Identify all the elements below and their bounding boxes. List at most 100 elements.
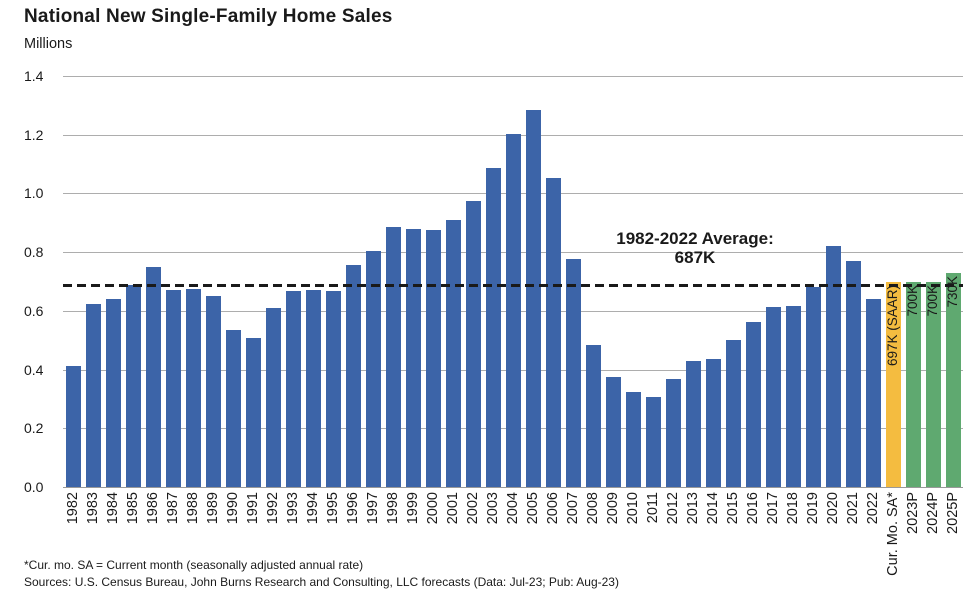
- bar-1984: [105, 299, 121, 487]
- footnote-definition: *Cur. mo. SA = Current month (seasonally…: [24, 558, 364, 572]
- bar-1998: [385, 226, 401, 487]
- bar-2007: [565, 259, 581, 487]
- bar-1994: [305, 290, 321, 487]
- bar-1991: [245, 337, 261, 487]
- bar-2023P: 700K: [905, 281, 921, 487]
- x-axis-label-2005: 2005: [525, 492, 541, 525]
- x-axis-label-1989: 1989: [205, 492, 221, 525]
- y-axis-tick-label-0.8: 0.8: [24, 244, 44, 261]
- x-axis-label-1999: 1999: [405, 492, 421, 525]
- plot-area: 697K (SAAR) 700K 700K 730K 1982-2022 Averag…: [24, 68, 963, 576]
- bar-1987: [165, 290, 181, 487]
- y-axis-tick-label-0.6: 0.6: [24, 302, 44, 319]
- bar-2011: [645, 397, 661, 487]
- bar-1989: [205, 296, 221, 487]
- x-axis-label-1986: 1986: [145, 492, 161, 525]
- x-axis-line: [63, 487, 963, 488]
- bar-slot-2016: [743, 76, 763, 487]
- average-line: [63, 284, 963, 288]
- bar-slot-2019: [803, 76, 823, 487]
- x-axis-label-2013: 2013: [685, 492, 701, 525]
- x-axis-label-2014: 2014: [705, 492, 721, 525]
- x-axis-label-2011: 2011: [645, 492, 661, 524]
- bar-slot-1991: [243, 76, 263, 487]
- x-axis-label-2015: 2015: [725, 492, 741, 525]
- x-axis-label-2019: 2019: [805, 492, 821, 525]
- bar-slot-1985: [123, 76, 143, 487]
- bar-2006: [545, 178, 561, 487]
- x-axis-label-2003: 2003: [485, 492, 501, 525]
- bar-slot-2015: [723, 76, 743, 487]
- bar-2015: [725, 339, 741, 487]
- y-axis-units-label: Millions: [24, 36, 73, 52]
- bar-slot-2022: [863, 76, 883, 487]
- bar-1985: [125, 285, 141, 487]
- bar-2019: [805, 286, 821, 487]
- x-axis-label-2001: 2001: [445, 492, 461, 525]
- bar-2000: [425, 229, 441, 487]
- bar-slot-1982: [63, 76, 83, 487]
- bar-slot-1983: [83, 76, 103, 487]
- bar-slot-1998: [383, 76, 403, 487]
- x-axis-label-2007: 2007: [565, 492, 581, 525]
- y-axis-tick-label-1.0: 1.0: [24, 185, 44, 202]
- bar-slot-2012: [663, 76, 683, 487]
- bar-2010: [625, 392, 641, 487]
- bar-2003: [485, 168, 501, 487]
- x-axis-label-2022: 2022: [865, 492, 881, 525]
- x-axis-label-1991: 1991: [245, 492, 261, 525]
- x-axis-label-2020: 2020: [825, 492, 841, 525]
- bar-slot-2013: [683, 76, 703, 487]
- bar-slot-2017: [763, 76, 783, 487]
- bar-1986: [145, 266, 161, 487]
- bar-2020: [825, 245, 841, 487]
- x-axis-label-1982: 1982: [65, 492, 81, 525]
- x-axis-label-1998: 1998: [385, 492, 401, 525]
- x-axis-label-2021: 2021: [845, 492, 861, 525]
- bar-slot-Cur. Mo. SA*: 697K (SAAR): [883, 76, 903, 487]
- average-annotation-line2: 687K: [674, 248, 716, 267]
- bar-slot-1997: [363, 76, 383, 487]
- bar-slot-2010: [623, 76, 643, 487]
- bar-slot-2001: [443, 76, 463, 487]
- x-axis-label-2023P: 2023P: [905, 492, 921, 534]
- bar-2016: [745, 322, 761, 487]
- bar-slot-1992: [263, 76, 283, 487]
- bar-value-label-Cur. Mo. SA*: 697K (SAAR): [885, 285, 900, 367]
- x-axis-label-2006: 2006: [545, 492, 561, 525]
- x-axis-label-2025P: 2025P: [945, 492, 961, 534]
- bar-slot-2003: [483, 76, 503, 487]
- bar-slot-2011: [643, 76, 663, 487]
- bar-slot-1987: [163, 76, 183, 487]
- bar-slot-2000: [423, 76, 443, 487]
- gridline-1.4: [63, 76, 963, 77]
- page-title: National New Single-Family Home Sales: [24, 6, 393, 27]
- bar-value-label-2025P: 730K: [945, 275, 960, 308]
- bar-1990: [225, 330, 241, 487]
- bar-slot-2018: [783, 76, 803, 487]
- bar-2013: [685, 361, 701, 487]
- x-axis-label-1997: 1997: [365, 492, 381, 525]
- bars-container: 697K (SAAR) 700K 700K 730K: [63, 76, 963, 487]
- bar-1993: [285, 291, 301, 487]
- bar-slot-1986: [143, 76, 163, 487]
- x-axis-label-2000: 2000: [425, 492, 441, 525]
- bar-slot-2020: [823, 76, 843, 487]
- x-axis-label-1996: 1996: [345, 492, 361, 525]
- bar-2012: [665, 378, 681, 487]
- bar-1982: [65, 366, 81, 487]
- y-axis-tick-label-1.2: 1.2: [24, 126, 44, 143]
- x-axis-label-2016: 2016: [745, 492, 761, 525]
- bar-value-label-2024P: 700K: [925, 284, 940, 317]
- bar-slot-2002: [463, 76, 483, 487]
- bar-slot-2024P: 700K: [923, 76, 943, 487]
- average-annotation: 1982-2022 Average: 687K: [583, 229, 807, 267]
- x-axis-label-1987: 1987: [165, 492, 181, 525]
- x-axis-label-2008: 2008: [585, 492, 601, 525]
- bar-slot-1995: [323, 76, 343, 487]
- bar-slot-2021: [843, 76, 863, 487]
- x-axis-label-1990: 1990: [225, 492, 241, 525]
- x-axis-label-2010: 2010: [625, 492, 641, 525]
- x-axis-label-1992: 1992: [265, 492, 281, 525]
